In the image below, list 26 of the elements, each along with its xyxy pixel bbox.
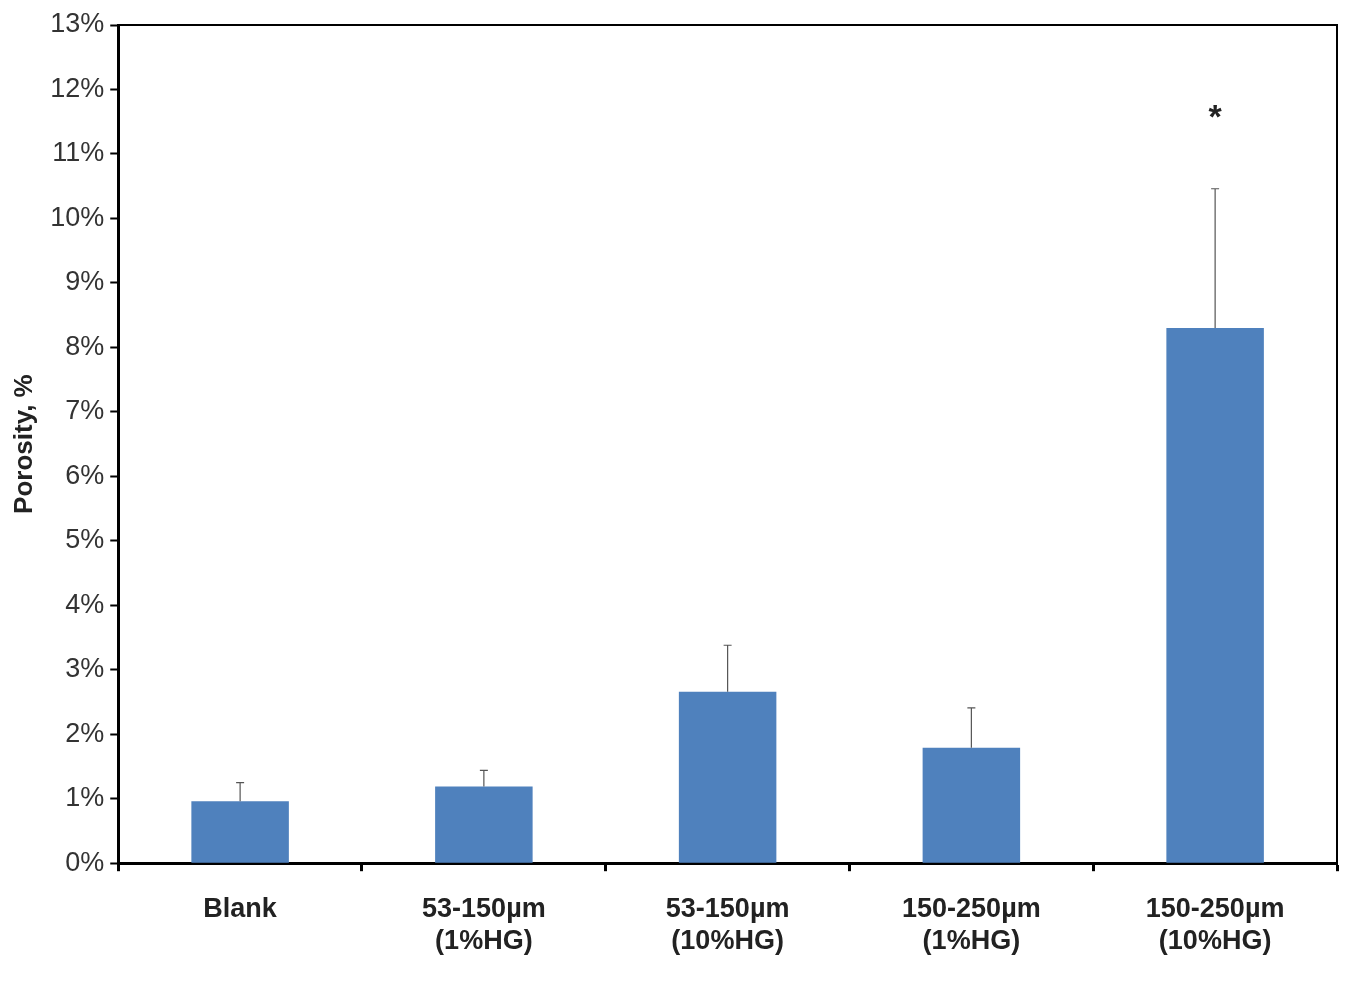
x-tick-label: 150-250µm (1%HG) [902,892,1041,956]
x-tick-label: 53-150µm (1%HG) [422,892,546,956]
x-tick-label: 53-150µm (10%HG) [665,892,790,956]
y-tick-label: 9% [65,266,105,297]
y-axis-title: Porosity, % [7,374,38,514]
y-tick-label: 3% [65,653,105,684]
y-tick-label: 2% [65,717,105,748]
y-tick-label: 6% [65,459,105,490]
y-tick-label: 5% [65,524,105,555]
x-tick-label: 150-250µm (10%HG) [1145,892,1285,956]
y-tick-label: 8% [65,330,105,361]
y-tick-label: 13% [50,8,105,39]
bar [191,801,289,863]
annotation: * [1208,97,1223,136]
y-tick-label: 0% [65,846,105,877]
bar [678,691,777,863]
y-tick-label: 12% [50,72,105,103]
bar [1166,328,1264,863]
y-tick-label: 4% [65,588,105,619]
y-tick-label: 1% [65,782,105,813]
x-tick-label: Blank [203,892,278,923]
y-tick-label: 7% [65,395,105,426]
bar [922,747,1021,863]
bar [435,786,533,863]
y-tick-label: 10% [50,201,105,232]
y-tick-label: 11% [52,137,105,168]
